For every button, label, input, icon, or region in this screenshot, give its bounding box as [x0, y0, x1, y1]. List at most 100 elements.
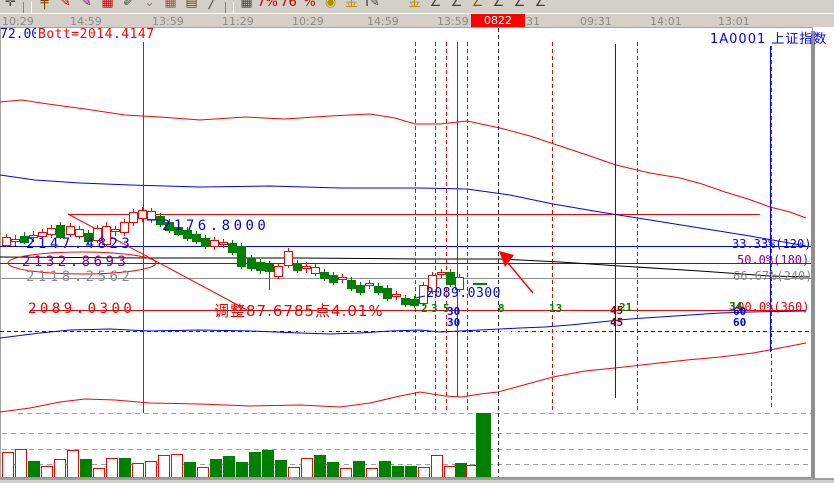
pencil-tool-icon[interactable]: ✐	[118, 0, 139, 13]
percent-76-tool-icon: 76	[280, 0, 297, 10]
percent-76-tool-icon[interactable]: 76	[278, 0, 299, 13]
candle	[401, 298, 410, 305]
candle	[284, 251, 293, 266]
time-tick-label: 13:59	[437, 15, 469, 28]
volume-bar	[275, 460, 287, 478]
price-label-2147: 2147.4823	[26, 236, 134, 252]
fib-level-50-label[interactable]: 50.0%(180)	[737, 253, 810, 267]
time-tick-label: 10:29	[2, 15, 34, 28]
fib-count-2: 2	[421, 302, 428, 315]
candle	[455, 277, 464, 290]
volume-bar	[327, 462, 339, 478]
volume-bar	[223, 456, 235, 478]
middle-ma-line	[0, 174, 807, 247]
fib-grid-tool-icon[interactable]: ▦	[236, 0, 257, 13]
slash-tool-icon[interactable]: ╱	[202, 0, 223, 13]
time-tick-label: 31	[526, 15, 540, 28]
candle	[183, 230, 192, 239]
percent-7-tool-icon[interactable]: 7%	[257, 0, 278, 13]
volume-bar	[158, 455, 170, 478]
gold-section-tool-icon[interactable]: 金	[341, 0, 362, 13]
angle2-tool-icon[interactable]: ∠	[446, 0, 467, 13]
selected-time-highlight: 0822 13:01	[471, 14, 525, 40]
volume-bar	[431, 455, 443, 478]
candle	[192, 234, 201, 242]
gold-line-tool-icon[interactable]: 金	[404, 0, 425, 13]
retrace-note-label[interactable]: 调整87.6785点4.01%	[214, 302, 384, 320]
volume-bar	[210, 459, 222, 478]
angle1-tool-icon[interactable]: ∠	[425, 0, 446, 13]
candle	[147, 211, 156, 220]
volume-bar	[249, 452, 261, 478]
volume-bar	[455, 463, 467, 478]
arrow-annotation-head[interactable]	[499, 251, 514, 267]
angle6-tool-icon[interactable]: ∠	[530, 0, 551, 13]
volume-bar	[466, 465, 478, 478]
volume-bar	[184, 462, 196, 478]
symbol-label: 1A0001 上证指数	[710, 32, 828, 47]
text-tool-icon: I✎	[365, 0, 380, 10]
wave-tool-icon[interactable]: ⌄	[139, 0, 160, 13]
fib-count-5: 5	[443, 302, 450, 315]
channel-tool-icon[interactable]: ✎	[76, 0, 97, 13]
candle	[75, 229, 84, 237]
candle	[274, 266, 283, 277]
wave-tool-icon: ⌄	[144, 0, 155, 10]
candle	[419, 285, 428, 304]
candle	[56, 225, 65, 238]
volume-bar	[262, 450, 274, 478]
percent-tool-icon: %	[303, 0, 316, 10]
time-tick-label: 09:31	[580, 15, 612, 28]
fib-level-100-label[interactable]: 100.0%(360)	[730, 300, 810, 314]
cycle-45-bot: 45	[610, 316, 624, 329]
text-tool-icon[interactable]: I✎	[362, 0, 383, 13]
bottom-value-label: Bott=2014.4147	[38, 27, 155, 42]
angle4-tool-icon[interactable]: ∠	[488, 0, 509, 13]
percent-7-tool-icon: 7%	[257, 0, 278, 10]
gold-circle-tool-icon[interactable]: ◉	[320, 0, 341, 13]
candle	[311, 267, 320, 274]
ellipse-annotation[interactable]	[7, 251, 157, 275]
toolbar-separator	[23, 2, 32, 13]
fib-count-34: 34	[729, 300, 743, 313]
angle5-tool-icon[interactable]: ∠	[509, 0, 530, 13]
angle3-tool-icon[interactable]: ∠	[467, 0, 488, 13]
angle5-tool-icon: ∠	[513, 0, 526, 10]
gann-grid-tool-icon: ▦	[101, 0, 114, 10]
candle	[428, 275, 437, 292]
candle	[11, 239, 20, 242]
candle	[365, 283, 374, 286]
peak-price-label: 2176.8000	[162, 218, 270, 234]
pointer-tool-icon: ✛	[5, 0, 16, 10]
candle	[374, 286, 383, 293]
trendline-tool-icon[interactable]: ✎	[55, 0, 76, 13]
chart-canvas[interactable]	[0, 27, 834, 478]
cycle-60-top: 60	[733, 305, 747, 318]
arc-tool-icon[interactable]: ⌒	[383, 0, 404, 13]
fib-level-33-label[interactable]: 33.33%(120)	[732, 237, 812, 251]
chart-pane-border	[0, 27, 813, 478]
candle	[2, 237, 11, 246]
candle	[356, 285, 365, 293]
volume-bar	[106, 458, 118, 478]
cycle-45-top: 45	[610, 304, 624, 317]
price-tick-marker	[414, 295, 426, 299]
gann-grid-tool-icon[interactable]: ▦	[97, 0, 118, 13]
grid-red-tool-icon[interactable]: ▦	[160, 0, 181, 13]
candle	[302, 266, 311, 269]
grid-dark-tool-icon: ▤	[185, 0, 198, 10]
chart-area[interactable]: 72.006 Bott=2014.4147 1A0001 上证指数 2176.8…	[0, 27, 834, 478]
grid-dark-tool-icon[interactable]: ▤	[181, 0, 202, 13]
pointer-tool-icon[interactable]: ✛	[0, 0, 21, 13]
volume-bar	[418, 467, 430, 478]
hline-tool-icon[interactable]: ╪	[34, 0, 55, 13]
fib-level-66-label[interactable]: 66.67%(240)	[733, 269, 813, 283]
percent-tool-icon[interactable]: %	[299, 0, 320, 13]
arc-tool-icon: ⌒	[386, 0, 400, 10]
cycle-30-bot: 30	[447, 316, 461, 329]
candle	[38, 232, 47, 237]
time-tick-label: 14:59	[70, 15, 102, 28]
time-axis[interactable]: 10:29 14:59 13:59 11:29 10:29 14:59 13:59 31 09:…	[0, 13, 834, 40]
candle	[219, 242, 228, 245]
fib-count-21: 21	[619, 301, 633, 314]
